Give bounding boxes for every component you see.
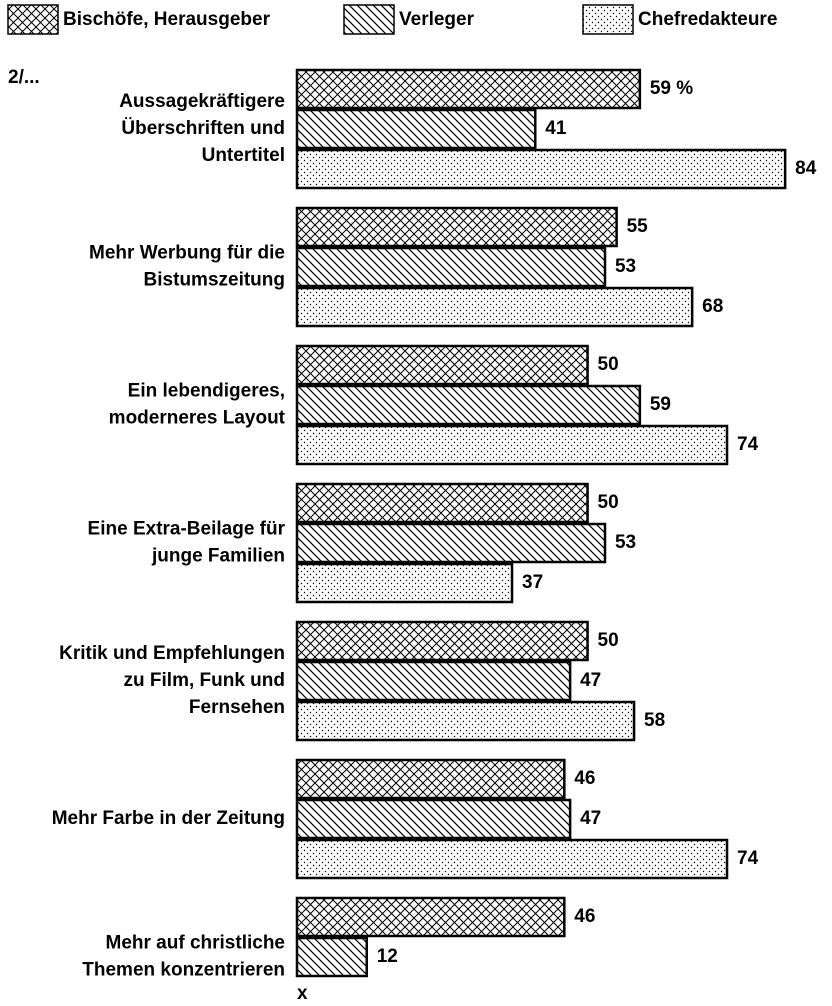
- legend-label: Verleger: [399, 9, 475, 30]
- value-label: 50: [598, 630, 619, 651]
- bar: [295, 562, 514, 604]
- category-label: Eine Extra-Beilage für junge Familien: [88, 519, 286, 567]
- bar: [295, 68, 642, 110]
- bar: [295, 286, 694, 328]
- bar: [295, 798, 572, 840]
- value-label: 46: [574, 768, 595, 789]
- bar: [295, 522, 607, 564]
- bar: [295, 838, 729, 880]
- bar: [295, 660, 572, 702]
- category-label: Mehr auf christliche Themen konzentrieren: [82, 933, 285, 981]
- value-label: 84: [795, 158, 817, 179]
- value-label: 50: [598, 492, 619, 513]
- bar: [295, 384, 642, 426]
- bar: [295, 206, 618, 248]
- bar: [295, 246, 607, 288]
- bar: [295, 344, 589, 386]
- value-label: 74: [737, 848, 759, 869]
- value-label: 55: [627, 216, 649, 237]
- bar: [295, 758, 566, 800]
- value-label: 59 %: [650, 78, 693, 99]
- value-label: 41: [545, 118, 567, 139]
- value-label: 74: [737, 434, 759, 455]
- bar: [295, 620, 589, 662]
- category-label: Kritik und Empfehlungen zu Film, Funk und…: [59, 643, 285, 718]
- bar: [295, 936, 368, 978]
- category-label: Ein lebendigeres, moderneres Layout: [109, 381, 286, 429]
- value-label: 59: [650, 394, 671, 415]
- value-label: 50: [598, 354, 619, 375]
- legend-label: Bischöfe, Herausgeber: [63, 9, 271, 30]
- value-label: 46: [574, 906, 595, 927]
- category-label: Aussagekräftigere Überschriften und Untert…: [119, 91, 285, 166]
- bar: [295, 700, 636, 742]
- value-label: 68: [702, 296, 723, 317]
- bar: [295, 424, 729, 466]
- category-label: Mehr Farbe in der Zeitung: [52, 808, 285, 829]
- value-label: 58: [644, 710, 665, 731]
- category-label: Mehr Werbung für die Bistumszeitung: [89, 243, 285, 291]
- legend-swatch: [7, 4, 59, 35]
- bar: [295, 896, 566, 938]
- value-label: 12: [377, 946, 398, 967]
- legend-label: Chefredakteure: [638, 9, 777, 30]
- bar: [295, 108, 537, 150]
- value-label: 53: [615, 256, 636, 277]
- value-label: 53: [615, 532, 636, 553]
- legend-swatch: [582, 4, 634, 35]
- note: 2/...: [8, 67, 40, 88]
- footer: x: [297, 983, 308, 1004]
- bar: [295, 482, 589, 524]
- value-label: 47: [580, 670, 601, 691]
- value-label: 37: [522, 572, 543, 593]
- legend-swatch: [343, 4, 395, 35]
- bar: [295, 148, 787, 190]
- value-label: 47: [580, 808, 601, 829]
